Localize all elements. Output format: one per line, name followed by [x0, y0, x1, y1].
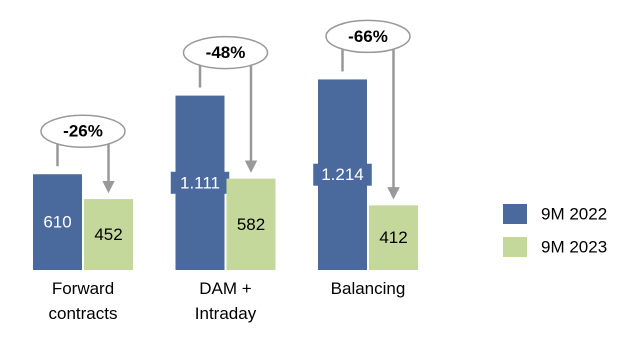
- bar: [226, 178, 276, 270]
- legend-swatch: [503, 237, 527, 257]
- bar: [84, 199, 133, 270]
- value-label: 452: [94, 225, 122, 244]
- change-label: -48%: [206, 43, 246, 62]
- legend-label: 9M 2022: [541, 204, 607, 223]
- value-label: 1.111: [180, 173, 220, 192]
- category-label: DAM + Intraday: [194, 279, 257, 323]
- value-label: 412: [379, 228, 407, 247]
- legend-label: 9M 2023: [541, 237, 607, 256]
- value-label-bg: [313, 163, 372, 186]
- value-label: 1.214: [321, 165, 364, 184]
- value-label: 610: [43, 213, 71, 232]
- legend-swatch: [503, 204, 527, 224]
- category-label: Balancing: [330, 279, 406, 298]
- value-label-bg: [170, 171, 230, 194]
- bar: [369, 205, 418, 270]
- category-label: Forward contracts: [48, 279, 118, 323]
- value-label-bg: [38, 211, 77, 234]
- change-label: -26%: [63, 122, 103, 141]
- change-oval: [182, 35, 269, 70]
- change-oval: [325, 19, 411, 54]
- change-oval: [40, 114, 126, 148]
- value-label: 582: [237, 215, 265, 234]
- change-label: -66%: [348, 27, 388, 46]
